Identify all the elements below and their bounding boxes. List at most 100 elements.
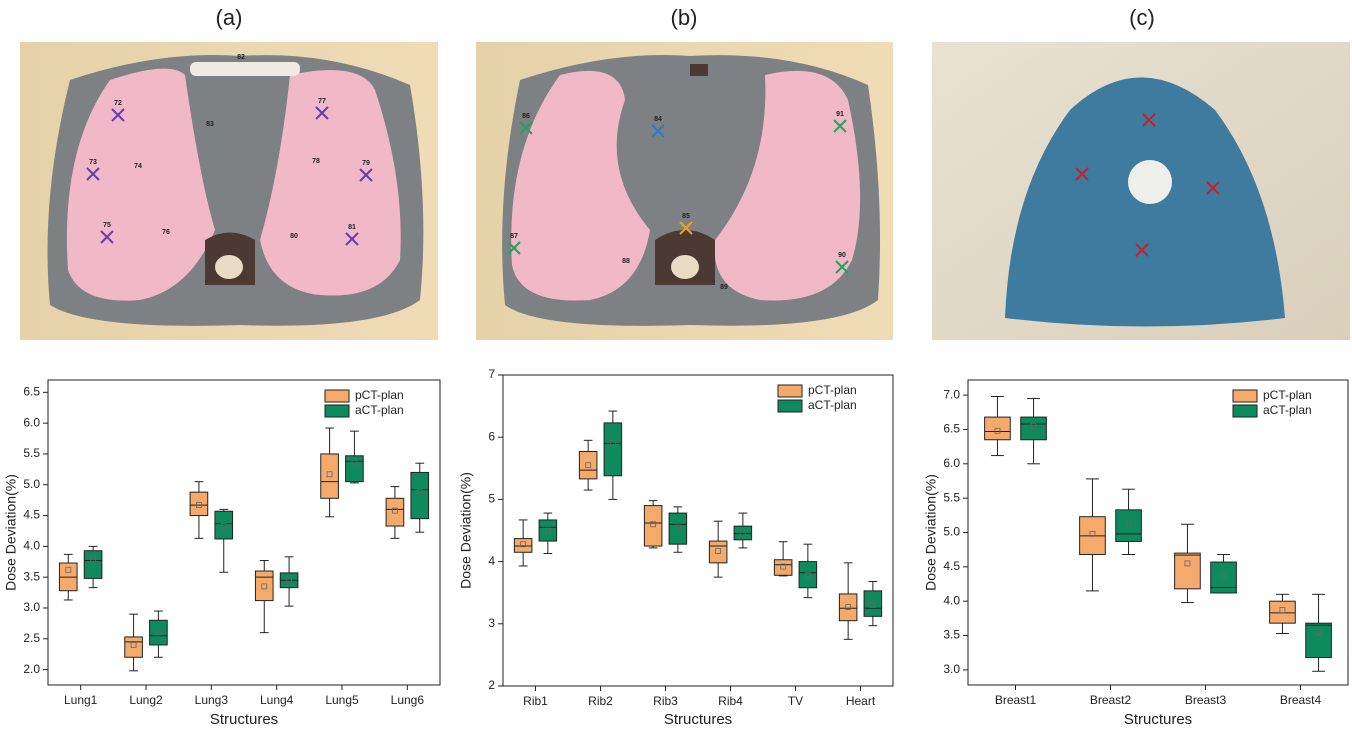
legend-swatch: [1233, 390, 1257, 402]
x-tick-label: Rib4: [718, 694, 743, 708]
photo-label: 73: [89, 159, 97, 166]
y-tick-label: 6.5: [23, 384, 40, 398]
y-tick-label: 4.5: [943, 559, 960, 573]
photo-label: 75: [103, 222, 111, 229]
legend-label: aCT-plan: [355, 403, 404, 417]
plot-frame: [503, 375, 893, 686]
box: [799, 562, 817, 588]
figure: 7273747576777879808182838485868788899091…: [0, 0, 1352, 729]
y-tick-label: 5.5: [943, 490, 960, 504]
y-axis-label: Dose Deviation(%): [3, 474, 19, 591]
photo-label: 83: [206, 121, 214, 128]
panel-label: (b): [671, 5, 698, 30]
photo-label: 81: [348, 224, 356, 231]
legend-swatch: [1233, 405, 1257, 417]
photo-label: 88: [622, 258, 630, 265]
y-tick-label: 3: [488, 616, 495, 630]
y-tick-label: 6: [488, 429, 495, 443]
legend-swatch: [778, 400, 802, 412]
legend-label: aCT-plan: [808, 398, 857, 412]
y-tick-label: 3.5: [23, 569, 40, 583]
box: [150, 620, 168, 645]
box-plot: 3.0 3.5 4.0 4.5 5.0 5.5 6.0 6.5 7.0 Breast1 Breast…: [923, 380, 1348, 728]
y-tick-label: 6.0: [23, 415, 40, 429]
photo-label: 85: [682, 213, 690, 220]
x-tick-label: Breast4: [1280, 693, 1322, 707]
x-tick-label: Lung5: [325, 693, 359, 707]
x-tick-label: Lung4: [260, 693, 294, 707]
photo-label: 77: [318, 98, 326, 105]
photo-label: 84: [654, 116, 662, 123]
y-tick-label: 5.5: [23, 446, 40, 460]
y-tick-label: 4.5: [23, 508, 40, 522]
x-tick-label: Breast2: [1090, 693, 1132, 707]
legend-swatch: [325, 390, 349, 402]
photo-label: 80: [290, 233, 298, 240]
box: [864, 591, 882, 617]
y-tick-label: 3.0: [943, 662, 960, 676]
y-tick-label: 6.5: [943, 422, 960, 436]
box: [579, 452, 597, 479]
photo-c: [932, 42, 1350, 340]
photo-label: 74: [134, 163, 142, 170]
photo-label: 82: [237, 54, 245, 61]
box: [190, 492, 208, 515]
y-axis-label: Dose Deviation(%): [458, 472, 474, 589]
box: [734, 526, 752, 540]
box: [774, 560, 792, 576]
y-tick-label: 4: [488, 554, 495, 568]
photo-label: 89: [720, 284, 728, 291]
box: [411, 472, 429, 518]
y-tick-label: 2: [488, 678, 495, 692]
x-tick-label: Lung6: [391, 693, 425, 707]
photo-label: 87: [510, 233, 518, 240]
box: [1306, 623, 1332, 657]
y-tick-label: 5: [488, 492, 495, 506]
x-tick-label: Lung2: [129, 693, 163, 707]
y-tick-label: 5.0: [943, 525, 960, 539]
x-tick-label: Heart: [846, 694, 876, 708]
x-tick-label: Lung3: [195, 693, 229, 707]
box: [644, 506, 662, 546]
x-tick-label: Breast1: [995, 693, 1037, 707]
box: [215, 511, 233, 539]
photo-label: 86: [522, 113, 530, 120]
box: [839, 594, 857, 621]
x-axis-label: Structures: [664, 711, 732, 728]
photo-label: 91: [836, 111, 844, 118]
y-tick-label: 3.0: [23, 600, 40, 614]
box: [669, 513, 687, 544]
y-tick-label: 7.0: [943, 387, 960, 401]
y-tick-label: 7: [488, 367, 495, 381]
y-tick-label: 5.0: [23, 477, 40, 491]
legend-swatch: [325, 405, 349, 417]
y-tick-label: 2.0: [23, 662, 40, 676]
x-tick-label: Lung1: [64, 693, 98, 707]
y-tick-label: 3.5: [943, 628, 960, 642]
box: [321, 454, 339, 498]
x-axis-label: Structures: [210, 711, 278, 728]
y-tick-label: 6.0: [943, 456, 960, 470]
photo-a: [20, 42, 438, 340]
box: [514, 539, 532, 553]
box: [604, 423, 622, 476]
x-tick-label: Rib3: [653, 694, 678, 708]
photo-label: 78: [312, 158, 320, 165]
box: [1270, 601, 1296, 623]
photo-label: 90: [838, 252, 846, 259]
plot-frame: [48, 380, 440, 685]
photo-b: [476, 42, 893, 340]
box: [255, 571, 273, 601]
box: [1211, 562, 1237, 593]
panel-label: (a): [216, 5, 243, 30]
y-axis-label: Dose Deviation(%): [923, 474, 939, 591]
box: [386, 498, 404, 526]
box: [1116, 510, 1142, 542]
x-axis-label: Structures: [1124, 711, 1192, 728]
x-tick-label: Rib2: [588, 694, 613, 708]
y-tick-label: 4.0: [943, 593, 960, 607]
photo-label: 76: [162, 229, 170, 236]
box: [84, 551, 102, 579]
